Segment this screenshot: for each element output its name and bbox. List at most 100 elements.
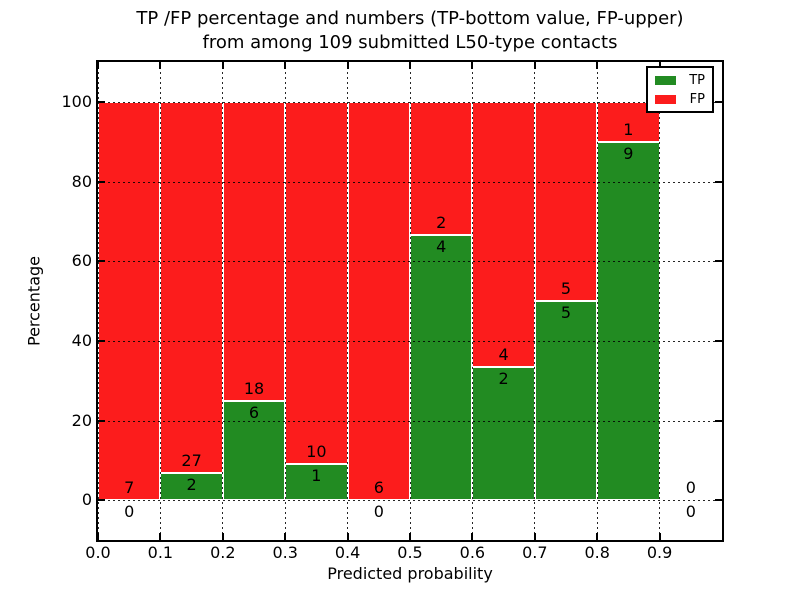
bar-fp-count-label: 4 [498, 345, 509, 365]
bar-fp-count-label: 27 [181, 450, 202, 470]
y-tick-mark-right [715, 180, 722, 183]
bar-fp-segment [222, 101, 286, 401]
bar-fp-segment [410, 101, 473, 235]
y-tick-mark [98, 100, 105, 103]
x-tick-mark [346, 533, 349, 540]
gridline-vertical [159, 62, 161, 540]
bar-tp-count-label: 4 [436, 236, 447, 256]
bar-fp-segment [285, 101, 348, 464]
x-tick-mark-top [284, 62, 287, 69]
gridline-horizontal [98, 340, 722, 342]
y-tick-mark-right [715, 499, 722, 502]
bar-fp-segment [472, 101, 535, 368]
gridline-horizontal [98, 261, 722, 263]
chart-title-line2: from among 109 submitted L50-type contac… [202, 32, 618, 53]
bar-tp-count-label: 1 [311, 465, 322, 485]
x-tick-label: 0.9 [646, 543, 673, 562]
bar-tp-count-label: 0 [373, 502, 384, 522]
bar-tp-count-label: 0 [685, 502, 696, 522]
x-tick-label: 0.7 [522, 543, 548, 562]
gridline-vertical [284, 62, 286, 540]
y-tick-mark [98, 180, 105, 183]
x-tick-label: 0.6 [459, 543, 486, 562]
bar-fp-count-label: 1 [623, 119, 634, 139]
bar-fp-count-label: 10 [306, 441, 327, 461]
chart-title: TP /FP percentage and numbers (TP-bottom… [98, 7, 722, 55]
y-tick-label: 60 [71, 251, 92, 271]
y-tick-label: 100 [61, 91, 92, 111]
y-tick-mark-right [715, 260, 722, 263]
bar-fp-count-label: 5 [560, 279, 572, 298]
x-tick-mark [409, 533, 411, 540]
legend: TP FP [646, 66, 714, 113]
x-tick-mark [159, 533, 162, 540]
bar-fp-segment [160, 101, 223, 473]
y-tick-mark [98, 499, 105, 502]
y-tick-mark [98, 339, 105, 342]
bar-fp-count-label: 7 [124, 478, 135, 498]
x-tick-mark-top [221, 62, 224, 69]
bar-fp-segment [98, 101, 161, 501]
x-tick-mark-top [658, 62, 661, 69]
x-tick-mark [97, 533, 99, 540]
gridline-vertical [347, 62, 349, 540]
bar-fp-segment [534, 101, 598, 301]
bar-tp-segment [160, 472, 223, 501]
y-tick-mark-right [715, 339, 722, 342]
y-tick-label: 80 [71, 171, 92, 191]
bar-fp-count-label: 6 [373, 478, 384, 498]
x-tick-mark-top [471, 62, 474, 69]
gridline-vertical [97, 62, 99, 540]
x-tick-mark-top [596, 62, 599, 69]
legend-item-fp: FP [655, 92, 705, 107]
x-tick-label: 0.8 [584, 543, 610, 562]
y-tick-mark-right [715, 100, 722, 103]
x-tick-mark [533, 533, 536, 540]
y-tick-mark-right [715, 419, 722, 422]
bar-tp-segment [472, 367, 535, 501]
bar-fp-count-label: 2 [436, 212, 447, 232]
legend-label-tp: TP [689, 72, 705, 88]
x-tick-mark [471, 533, 474, 540]
gridline-vertical [596, 62, 598, 540]
x-tick-mark [596, 533, 599, 540]
x-tick-label: 0.4 [334, 543, 361, 562]
x-tick-mark [658, 533, 661, 540]
gridline-horizontal [98, 500, 722, 502]
x-tick-mark-top [409, 62, 411, 69]
fp-swatch-icon [655, 94, 676, 104]
y-tick-label: 20 [71, 410, 92, 430]
x-axis-label: Predicted probability [327, 564, 493, 583]
y-tick-mark [98, 419, 105, 422]
x-tick-label: 0.1 [147, 543, 174, 562]
x-tick-label: 0.3 [272, 543, 298, 562]
gridline-horizontal [98, 101, 722, 103]
bar-tp-segment [410, 234, 473, 501]
bar-tp-segment [534, 301, 598, 501]
bar-tp-count-label: 9 [623, 143, 634, 163]
bar-fp-count-label: 0 [685, 478, 696, 498]
bar-tp-count-label: 0 [124, 502, 135, 522]
bar-fp-count-label: 18 [243, 378, 265, 398]
chart-title-line1: TP /FP percentage and numbers (TP-bottom… [136, 8, 684, 29]
bar-tp-count-label: 2 [186, 474, 197, 494]
tp-swatch-icon [655, 75, 676, 85]
bar-tp-count-label: 2 [498, 369, 509, 389]
y-tick-label: 40 [71, 330, 92, 350]
bar-tp-segment [222, 400, 286, 501]
x-tick-label: 0.0 [85, 543, 111, 562]
gridline-vertical [471, 62, 473, 540]
gridline-horizontal [98, 181, 722, 183]
gridline-horizontal [98, 420, 722, 422]
bar-tp-count-label: 5 [560, 303, 572, 322]
x-tick-mark [221, 533, 224, 540]
x-tick-mark-top [159, 62, 162, 69]
x-tick-mark [284, 533, 287, 540]
gridline-vertical [659, 62, 661, 540]
legend-item-tp: TP [655, 73, 705, 88]
x-tick-mark-top [346, 62, 349, 69]
x-tick-mark-top [533, 62, 536, 69]
gridline-vertical [534, 62, 536, 540]
bar-tp-segment [285, 463, 348, 501]
